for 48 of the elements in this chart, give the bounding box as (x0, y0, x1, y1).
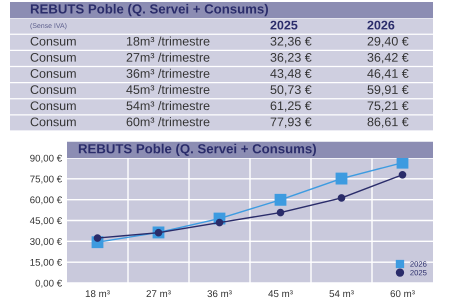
y-tick-label: 15,00 € (30, 258, 62, 267)
data-label: 59,91 € (368, 85, 409, 96)
series-label: 2025 (270, 20, 298, 30)
x-tick-label: 18 m³ (86, 290, 110, 298)
point (396, 158, 408, 169)
category-label: 36m³ /trimestre (126, 68, 210, 78)
data-label: 32,36 € (270, 36, 312, 48)
x-tick-label: 45 m³ (268, 290, 293, 298)
y-tick-label: 0,00 € (35, 280, 62, 288)
data-label: 50,73 € (270, 85, 312, 96)
y-tick-label: 30,00 € (30, 238, 62, 246)
category-label: 27m³ /trimestre (126, 52, 210, 62)
point (276, 208, 284, 216)
point (94, 234, 102, 242)
point (336, 172, 348, 184)
point (338, 194, 346, 202)
text: Consum (30, 85, 76, 94)
text: Consum (30, 117, 76, 126)
data-label: 43,48 € (270, 69, 312, 80)
y-tick-label: 60,00 € (30, 196, 62, 204)
text: Consum (30, 36, 76, 46)
data-label: 77,93 € (270, 117, 312, 128)
data-label: 46,41 € (367, 69, 409, 80)
data-label: 61,25 € (270, 101, 312, 112)
text: Consum (30, 69, 76, 78)
category-label: 45m³ /trimestre (126, 84, 210, 94)
text: Consum (30, 52, 76, 62)
category-label: 18m³ /trimestre (126, 36, 210, 46)
x-tick-label: 27 m³ (146, 290, 171, 297)
data-label: 36,23 € (270, 52, 312, 64)
x-tick-label: 60 m³ (390, 290, 415, 298)
text: 2026 (367, 20, 394, 30)
data-label: 29,40 € (368, 36, 409, 48)
data-label: 36,42 € (367, 52, 409, 64)
category-label: 54m³ /trimestre (126, 100, 210, 110)
point (274, 194, 286, 206)
chart-title: REBUTS Poble (Q. Servei + Consums) (78, 144, 316, 156)
data-label: 86,61 € (368, 117, 409, 128)
y-tick-label: 75,00 € (30, 176, 62, 184)
category-label: 60m³ /trimestre (126, 117, 210, 126)
text: REBUTS Poble (Q. Servei + Consums) (30, 4, 268, 16)
y-tick-label: 90,00 € (30, 154, 62, 163)
x-tick-label: 36 m³ (207, 290, 232, 298)
data-label: 75,21 € (368, 101, 409, 112)
y-tick-label: 45,00 € (30, 217, 62, 226)
text: Consum (30, 101, 76, 110)
x-tick-label: 54 m³ (329, 290, 354, 298)
point (398, 170, 406, 179)
